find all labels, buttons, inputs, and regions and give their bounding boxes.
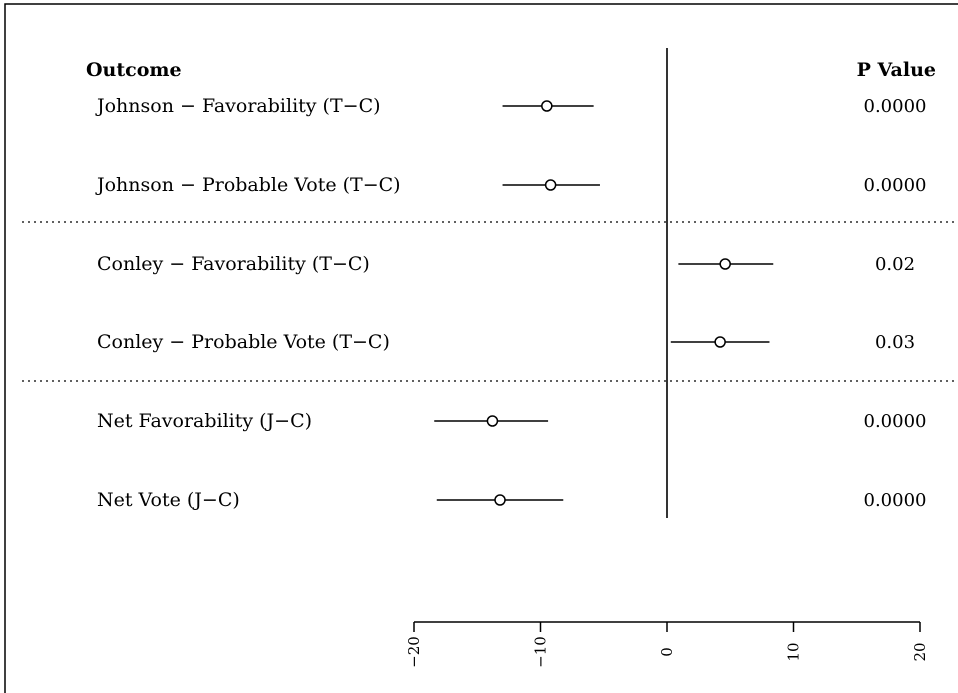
forest-row: Net Vote (J−C) 0.0000 xyxy=(97,489,926,511)
p-value: 0.0000 xyxy=(864,175,927,196)
point-estimate xyxy=(541,100,553,112)
forest-row: Conley − Favorability (T−C) 0.02 xyxy=(97,253,915,275)
x-tick-label: 10 xyxy=(785,642,803,661)
point-estimate xyxy=(494,494,506,506)
row-label: Net Favorability (J−C) xyxy=(97,410,312,432)
p-value: 0.03 xyxy=(875,332,915,353)
point-estimate xyxy=(544,179,557,191)
row-label: Net Vote (J−C) xyxy=(97,489,240,511)
row-label: Conley − Favorability (T−C) xyxy=(97,253,370,275)
forest-row: Johnson − Favorability (T−C) 0.0000 xyxy=(95,95,926,117)
point-estimate xyxy=(719,258,731,270)
outcome-header: Outcome xyxy=(86,59,182,81)
x-tick-label: 20 xyxy=(911,642,929,661)
x-tick-label: −10 xyxy=(532,636,550,668)
forest-row: Conley − Probable Vote (T−C) 0.03 xyxy=(97,331,915,353)
p-value: 0.0000 xyxy=(864,411,927,432)
point-estimate xyxy=(714,336,726,348)
forest-row: Johnson − Probable Vote (T−C) 0.0000 xyxy=(95,174,926,196)
row-label: Conley − Probable Vote (T−C) xyxy=(97,331,390,353)
p-value-header: P Value xyxy=(857,59,936,81)
forest-row: Net Favorability (J−C) 0.0000 xyxy=(97,410,926,432)
p-value: 0.02 xyxy=(875,254,915,275)
x-tick-label: −20 xyxy=(405,636,423,668)
row-label: Johnson − Favorability (T−C) xyxy=(95,95,381,117)
plot-frame xyxy=(4,3,958,693)
row-label: Johnson − Probable Vote (T−C) xyxy=(95,174,401,196)
p-value: 0.0000 xyxy=(864,96,927,117)
point-estimate xyxy=(486,415,499,427)
p-value: 0.0000 xyxy=(864,490,927,511)
x-tick-label: 0 xyxy=(658,647,676,657)
